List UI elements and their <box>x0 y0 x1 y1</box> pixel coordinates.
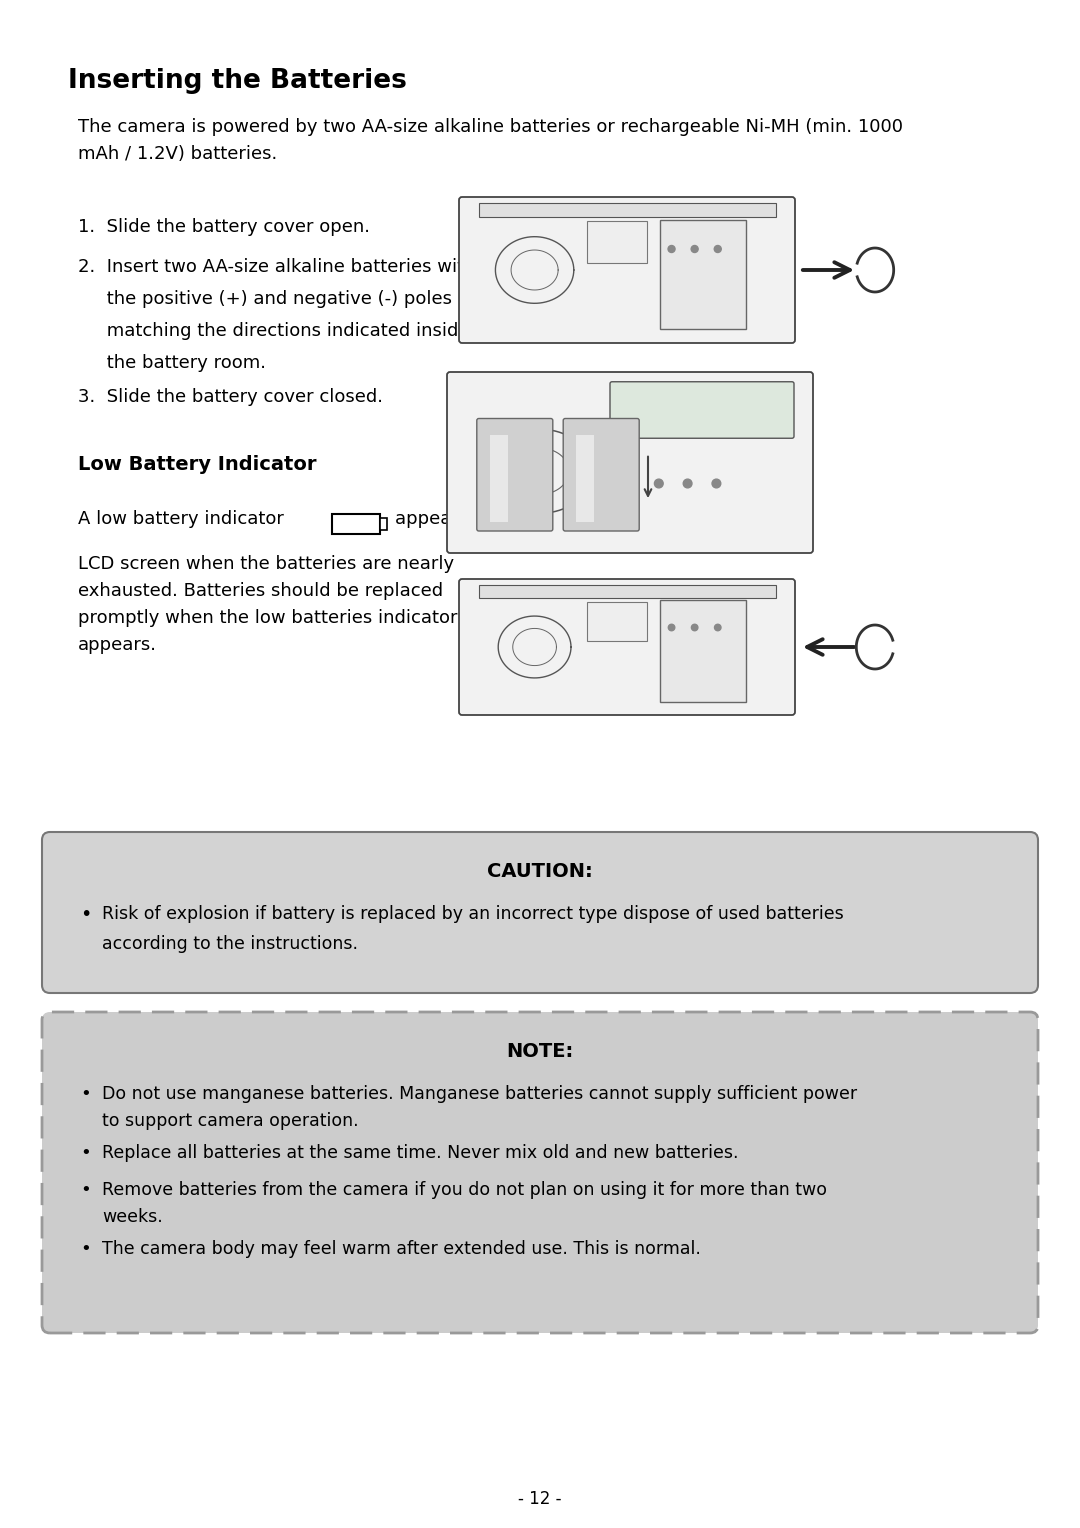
Text: CAUTION:: CAUTION: <box>487 862 593 882</box>
Text: 3.  Slide the battery cover closed.: 3. Slide the battery cover closed. <box>78 388 383 406</box>
Text: the battery room.: the battery room. <box>78 354 266 371</box>
Text: A low battery indicator: A low battery indicator <box>78 510 284 529</box>
Text: the positive (+) and negative (-) poles: the positive (+) and negative (-) poles <box>78 290 453 309</box>
FancyBboxPatch shape <box>380 518 387 530</box>
Circle shape <box>712 480 720 487</box>
FancyBboxPatch shape <box>489 434 508 523</box>
Text: NOTE:: NOTE: <box>507 1042 573 1060</box>
Circle shape <box>654 480 663 487</box>
Circle shape <box>714 246 721 252</box>
Text: The camera body may feel warm after extended use. This is normal.: The camera body may feel warm after exte… <box>102 1241 701 1258</box>
FancyBboxPatch shape <box>478 585 775 597</box>
FancyBboxPatch shape <box>576 434 594 523</box>
Text: appears on the: appears on the <box>395 510 531 529</box>
FancyBboxPatch shape <box>563 419 639 532</box>
Text: •: • <box>80 1085 91 1103</box>
FancyBboxPatch shape <box>478 203 775 217</box>
Text: Risk of explosion if battery is replaced by an incorrect type dispose of used ba: Risk of explosion if battery is replaced… <box>102 905 843 923</box>
FancyBboxPatch shape <box>332 513 380 533</box>
FancyBboxPatch shape <box>459 579 795 715</box>
Text: •: • <box>80 1144 91 1161</box>
Text: Replace all batteries at the same time. Never mix old and new batteries.: Replace all batteries at the same time. … <box>102 1144 739 1161</box>
FancyBboxPatch shape <box>459 197 795 342</box>
FancyBboxPatch shape <box>660 601 746 701</box>
Text: 1.  Slide the battery cover open.: 1. Slide the battery cover open. <box>78 219 370 235</box>
Text: Low Battery Indicator: Low Battery Indicator <box>78 455 316 474</box>
FancyBboxPatch shape <box>588 222 647 263</box>
Text: Do not use manganese batteries. Manganese batteries cannot supply sufficient pow: Do not use manganese batteries. Manganes… <box>102 1085 858 1103</box>
Text: - 12 -: - 12 - <box>518 1490 562 1508</box>
Circle shape <box>691 246 698 252</box>
Text: The camera is powered by two AA-size alkaline batteries or rechargeable Ni-MH (m: The camera is powered by two AA-size alk… <box>78 118 903 163</box>
Text: •: • <box>80 1241 91 1258</box>
Text: 2.  Insert two AA-size alkaline batteries with: 2. Insert two AA-size alkaline batteries… <box>78 258 475 277</box>
Text: Remove batteries from the camera if you do not plan on using it for more than tw: Remove batteries from the camera if you … <box>102 1181 827 1199</box>
FancyBboxPatch shape <box>447 371 813 553</box>
Circle shape <box>715 625 721 631</box>
FancyBboxPatch shape <box>588 602 647 640</box>
Circle shape <box>669 625 675 631</box>
FancyBboxPatch shape <box>610 382 794 439</box>
Text: LCD screen when the batteries are nearly
exhausted. Batteries should be replaced: LCD screen when the batteries are nearly… <box>78 555 458 654</box>
Text: •: • <box>80 905 92 924</box>
Text: •: • <box>80 1181 91 1199</box>
FancyBboxPatch shape <box>476 419 553 532</box>
Circle shape <box>691 625 698 631</box>
FancyBboxPatch shape <box>42 1012 1038 1332</box>
Circle shape <box>684 480 692 487</box>
Text: to support camera operation.: to support camera operation. <box>102 1112 359 1131</box>
FancyBboxPatch shape <box>660 220 746 329</box>
Text: matching the directions indicated inside: matching the directions indicated inside <box>78 322 470 341</box>
Text: Inserting the Batteries: Inserting the Batteries <box>68 69 407 95</box>
Text: weeks.: weeks. <box>102 1209 163 1225</box>
Circle shape <box>669 246 675 252</box>
FancyBboxPatch shape <box>42 833 1038 993</box>
Text: according to the instructions.: according to the instructions. <box>102 935 357 953</box>
